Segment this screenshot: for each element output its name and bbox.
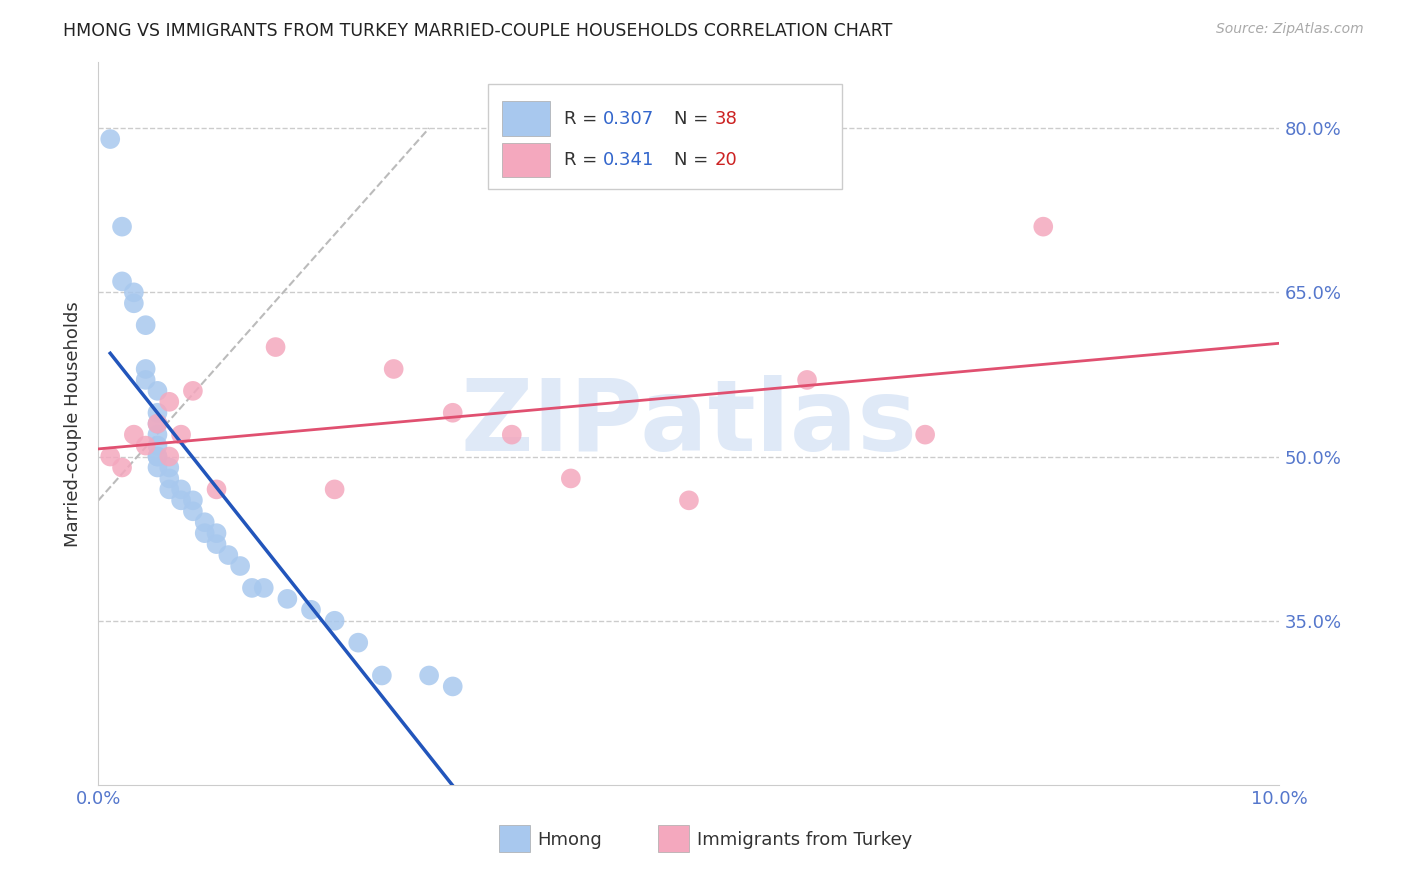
Text: 0.307: 0.307 bbox=[603, 110, 654, 128]
Point bbox=[157, 483, 180, 497]
Point bbox=[122, 296, 145, 310]
Point bbox=[323, 614, 346, 628]
Text: HMONG VS IMMIGRANTS FROM TURKEY MARRIED-COUPLE HOUSEHOLDS CORRELATION CHART: HMONG VS IMMIGRANTS FROM TURKEY MARRIED-… bbox=[63, 22, 893, 40]
Point bbox=[299, 603, 322, 617]
Text: 20: 20 bbox=[714, 151, 738, 169]
Point bbox=[146, 406, 169, 420]
Point bbox=[323, 483, 346, 497]
FancyBboxPatch shape bbox=[502, 143, 550, 178]
Point bbox=[441, 406, 464, 420]
Point bbox=[560, 471, 582, 485]
Point bbox=[157, 471, 180, 485]
FancyBboxPatch shape bbox=[502, 102, 550, 136]
FancyBboxPatch shape bbox=[488, 84, 842, 189]
Point bbox=[157, 450, 180, 464]
Point bbox=[111, 460, 134, 475]
Point bbox=[253, 581, 276, 595]
Point bbox=[135, 362, 157, 376]
Point bbox=[194, 515, 217, 529]
Point bbox=[157, 394, 180, 409]
Point bbox=[240, 581, 263, 595]
Text: R =: R = bbox=[564, 151, 603, 169]
Point bbox=[170, 493, 193, 508]
Text: 0.341: 0.341 bbox=[603, 151, 654, 169]
Point bbox=[678, 493, 700, 508]
Point bbox=[347, 635, 370, 649]
Point bbox=[170, 427, 193, 442]
Text: N =: N = bbox=[673, 110, 714, 128]
Point bbox=[276, 591, 298, 606]
Point bbox=[205, 537, 228, 551]
Point bbox=[135, 318, 157, 333]
Point bbox=[146, 417, 169, 431]
Point bbox=[146, 450, 169, 464]
Text: 38: 38 bbox=[714, 110, 738, 128]
Point bbox=[146, 460, 169, 475]
Point bbox=[796, 373, 818, 387]
Point bbox=[111, 219, 134, 234]
Text: N =: N = bbox=[673, 151, 714, 169]
Point bbox=[205, 483, 228, 497]
Point bbox=[194, 526, 217, 541]
Point bbox=[205, 526, 228, 541]
Point bbox=[181, 493, 204, 508]
Point bbox=[217, 548, 239, 562]
Point bbox=[122, 285, 145, 300]
Point bbox=[264, 340, 287, 354]
Point bbox=[146, 439, 169, 453]
Point bbox=[111, 274, 134, 288]
Point bbox=[146, 450, 169, 464]
Point bbox=[1032, 219, 1054, 234]
Point bbox=[146, 384, 169, 398]
Y-axis label: Married-couple Households: Married-couple Households bbox=[65, 301, 83, 547]
Point bbox=[371, 668, 394, 682]
Point bbox=[181, 504, 204, 518]
Text: Immigrants from Turkey: Immigrants from Turkey bbox=[697, 831, 912, 849]
Point bbox=[157, 460, 180, 475]
Point bbox=[914, 427, 936, 442]
Point bbox=[98, 132, 121, 146]
Text: R =: R = bbox=[564, 110, 603, 128]
Point bbox=[146, 417, 169, 431]
Point bbox=[146, 427, 169, 442]
Text: Hmong: Hmong bbox=[537, 831, 602, 849]
Point bbox=[501, 427, 523, 442]
Point bbox=[170, 483, 193, 497]
Point bbox=[98, 450, 121, 464]
Point bbox=[122, 427, 145, 442]
Point bbox=[135, 439, 157, 453]
Point bbox=[382, 362, 405, 376]
Text: Source: ZipAtlas.com: Source: ZipAtlas.com bbox=[1216, 22, 1364, 37]
Point bbox=[135, 373, 157, 387]
Point bbox=[441, 680, 464, 694]
Point bbox=[181, 384, 204, 398]
Point bbox=[229, 559, 252, 574]
Text: ZIPatlas: ZIPatlas bbox=[461, 376, 917, 472]
Point bbox=[418, 668, 440, 682]
